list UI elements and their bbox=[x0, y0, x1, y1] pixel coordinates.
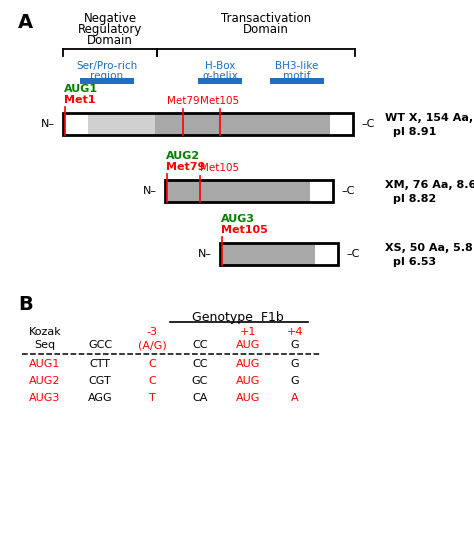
Text: Regulatory: Regulatory bbox=[78, 23, 142, 36]
Bar bbox=[155, 113, 330, 135]
Text: Met105: Met105 bbox=[221, 225, 268, 235]
Text: pI 6.53: pI 6.53 bbox=[393, 257, 437, 267]
Text: AUG1: AUG1 bbox=[64, 84, 98, 94]
Text: Kozak: Kozak bbox=[28, 327, 61, 337]
Text: N–: N– bbox=[198, 249, 212, 259]
Text: AUG1: AUG1 bbox=[29, 359, 61, 369]
Text: AUG2: AUG2 bbox=[166, 151, 200, 161]
Text: CA: CA bbox=[192, 393, 208, 403]
Text: Negative: Negative bbox=[83, 12, 137, 25]
Text: H-Box: H-Box bbox=[205, 61, 235, 71]
Bar bbox=[198, 78, 242, 84]
Text: GCC: GCC bbox=[88, 340, 112, 350]
Text: pI 8.82: pI 8.82 bbox=[393, 194, 437, 204]
Text: CTT: CTT bbox=[90, 359, 110, 369]
Text: GC: GC bbox=[192, 376, 208, 386]
Bar bbox=[165, 180, 333, 202]
Bar bbox=[80, 78, 134, 84]
Text: α-helix: α-helix bbox=[202, 71, 238, 81]
Text: –C: –C bbox=[346, 249, 359, 259]
Text: CGT: CGT bbox=[89, 376, 111, 386]
Text: B: B bbox=[18, 295, 33, 314]
Text: +4: +4 bbox=[287, 327, 303, 337]
Text: Domain: Domain bbox=[87, 34, 133, 47]
Text: AUG2: AUG2 bbox=[29, 376, 61, 386]
Text: T: T bbox=[149, 393, 155, 403]
Bar bbox=[165, 180, 310, 202]
Text: C: C bbox=[148, 359, 156, 369]
Text: pI 8.91: pI 8.91 bbox=[393, 127, 437, 137]
Text: A: A bbox=[291, 393, 299, 403]
Bar bbox=[315, 243, 338, 265]
Bar bbox=[63, 113, 353, 135]
Text: XS, 50 Aa, 5.8 kDa,: XS, 50 Aa, 5.8 kDa, bbox=[385, 243, 474, 253]
Text: A: A bbox=[18, 13, 33, 32]
Text: N–: N– bbox=[41, 119, 55, 129]
Text: –C: –C bbox=[361, 119, 374, 129]
Text: CC: CC bbox=[192, 340, 208, 350]
Text: BH3-like: BH3-like bbox=[275, 61, 319, 71]
Text: AUG: AUG bbox=[236, 393, 260, 403]
Text: AUG: AUG bbox=[236, 359, 260, 369]
Text: AGG: AGG bbox=[88, 393, 112, 403]
Bar bbox=[220, 243, 338, 265]
Text: C: C bbox=[148, 376, 156, 386]
Text: XM, 76 Aa, 8.6 kDa,: XM, 76 Aa, 8.6 kDa, bbox=[385, 180, 474, 190]
Bar bbox=[310, 180, 333, 202]
Text: Ser/Pro-rich: Ser/Pro-rich bbox=[76, 61, 137, 71]
Text: –C: –C bbox=[341, 186, 355, 196]
Text: -3: -3 bbox=[146, 327, 157, 337]
Text: +1: +1 bbox=[240, 327, 256, 337]
Bar bbox=[330, 113, 353, 135]
Text: Domain: Domain bbox=[243, 23, 289, 36]
Text: AUG3: AUG3 bbox=[29, 393, 61, 403]
Text: Transactivation: Transactivation bbox=[221, 12, 311, 25]
Bar bbox=[63, 113, 88, 135]
Text: AUG3: AUG3 bbox=[221, 214, 255, 224]
Text: AUG: AUG bbox=[236, 340, 260, 350]
Text: N–: N– bbox=[143, 186, 157, 196]
Text: G: G bbox=[291, 359, 299, 369]
Text: WT X, 154 Aa, 16.6 kDa,: WT X, 154 Aa, 16.6 kDa, bbox=[385, 113, 474, 123]
Text: G: G bbox=[291, 376, 299, 386]
Text: AUG: AUG bbox=[236, 376, 260, 386]
Text: Met105: Met105 bbox=[201, 96, 239, 106]
Bar bbox=[220, 243, 315, 265]
Text: Genotype  F1b: Genotype F1b bbox=[192, 311, 284, 324]
Text: Met79: Met79 bbox=[167, 96, 199, 106]
Text: motif: motif bbox=[283, 71, 310, 81]
Text: G: G bbox=[291, 340, 299, 350]
Text: region: region bbox=[91, 71, 124, 81]
Text: (A/G): (A/G) bbox=[137, 340, 166, 350]
Text: Met79: Met79 bbox=[166, 162, 205, 172]
Bar bbox=[88, 113, 155, 135]
Text: Met105: Met105 bbox=[200, 163, 239, 173]
Text: Seq: Seq bbox=[35, 340, 55, 350]
Text: CC: CC bbox=[192, 359, 208, 369]
Bar bbox=[270, 78, 324, 84]
Text: Met1: Met1 bbox=[64, 95, 95, 105]
